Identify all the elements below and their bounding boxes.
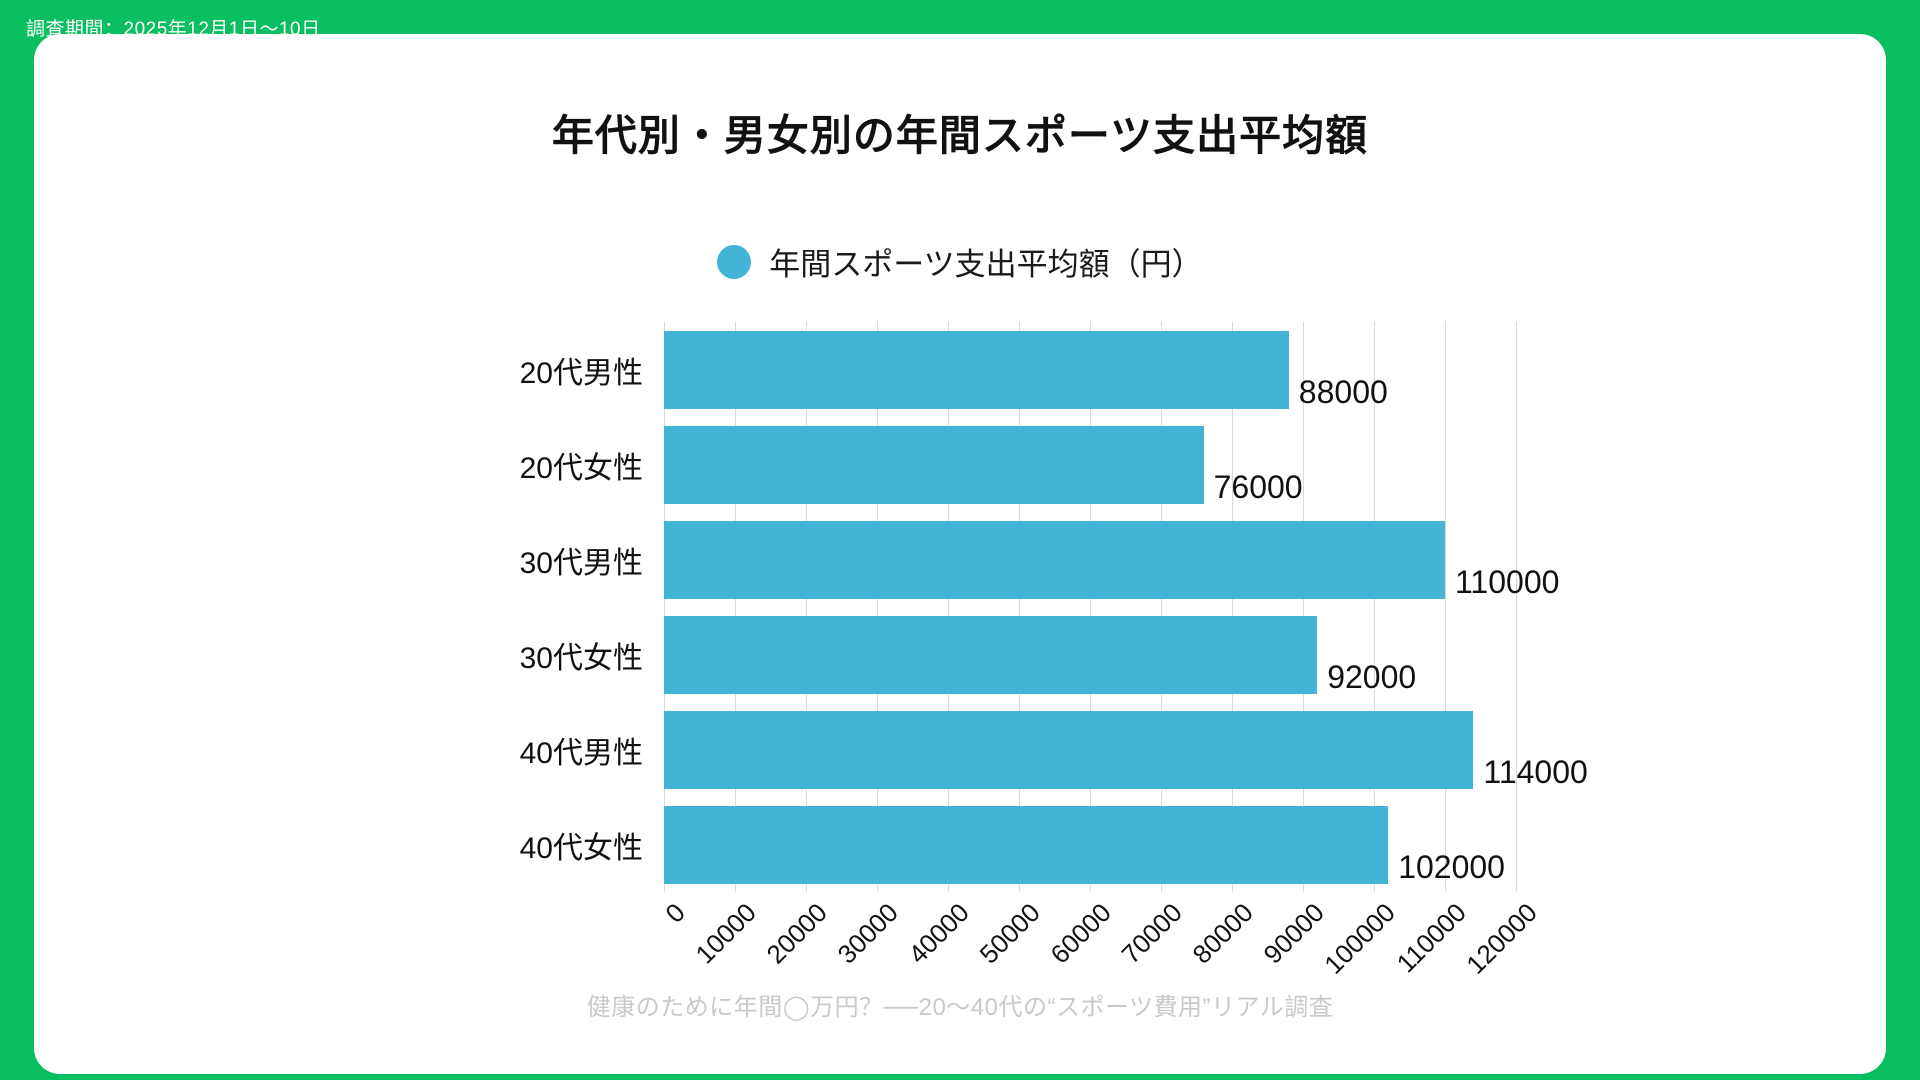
bar[interactable] — [664, 425, 1204, 504]
y-axis-tick: 30代女性 — [519, 641, 643, 675]
bar-value-label: 110000 — [1455, 564, 1560, 600]
bars-plot: 88000 76000 110000 92000 — [664, 322, 1588, 892]
bar[interactable] — [664, 615, 1318, 694]
bar-value-label: 92000 — [1327, 659, 1417, 695]
y-axis-tick: 20代男性 — [519, 356, 643, 390]
bar-row: 102000 — [664, 797, 1516, 892]
footer-note: 健康のために年間◯万円？──20〜40代の“スポーツ費用”リアル調査 — [586, 994, 1334, 1021]
x-axis-tick: 100000 — [1318, 897, 1401, 980]
bar[interactable] — [664, 710, 1474, 789]
bar-row: 110000 — [664, 512, 1559, 607]
y-axis-tick: 40代女性 — [519, 831, 643, 865]
y-axis-category-labels: 20代男性 20代女性 30代男性 30代女性 40代男性 40代女性 — [454, 322, 659, 892]
x-axis-tick: 70000 — [1115, 897, 1188, 970]
x-axis-tick: 0 — [659, 897, 691, 929]
legend-color-circle-icon — [717, 244, 752, 279]
bar-value-label: 76000 — [1213, 469, 1303, 505]
x-axis-tick: 120000 — [1460, 897, 1543, 980]
bar-value-label: 102000 — [1398, 849, 1505, 885]
x-axis-tick: 20000 — [760, 897, 833, 970]
bar[interactable] — [664, 330, 1289, 409]
x-axis-tick: 30000 — [831, 897, 904, 970]
bar[interactable] — [664, 805, 1389, 884]
legend-label: 年間スポーツ支出平均額（円） — [769, 247, 1203, 282]
y-axis-tick: 40代男性 — [519, 736, 643, 770]
x-axis-tick: 50000 — [973, 897, 1046, 970]
survey-period-badge: 調査期間：2025年12月1日〜10日 — [26, 19, 321, 40]
x-axis-tick: 40000 — [902, 897, 975, 970]
bar-row: 88000 — [664, 322, 1516, 417]
plot-area: 20代男性 20代女性 30代男性 30代女性 40代男性 40代女性 8800… — [34, 322, 1886, 980]
bar-row: 114000 — [664, 702, 1588, 797]
bar-row: 76000 — [664, 417, 1516, 512]
chart-title: 年代別・男女別の年間スポーツ支出平均額 — [551, 112, 1369, 159]
y-axis-tick: 30代男性 — [519, 546, 643, 580]
x-axis-tick-labels: 0 10000 20000 30000 40000 50000 60000 70000 8000… — [659, 897, 1542, 1050]
gridline — [1516, 322, 1517, 892]
bar[interactable] — [664, 520, 1445, 599]
bar-value-label: 88000 — [1298, 374, 1388, 410]
y-axis-tick: 20代女性 — [519, 451, 643, 485]
x-axis-tick: 110000 — [1390, 897, 1472, 979]
x-axis-tick: 60000 — [1044, 897, 1117, 970]
x-axis-tick: 10000 — [689, 897, 762, 970]
x-axis-tick: 80000 — [1186, 897, 1259, 970]
bar-row: 92000 — [664, 607, 1516, 702]
bar-value-label: 114000 — [1483, 754, 1588, 790]
bar-series: 88000 76000 110000 92000 — [664, 322, 1588, 892]
chart-legend: 年間スポーツ支出平均額（円） — [34, 239, 1886, 284]
chart-card: 年代別・男女別の年間スポーツ支出平均額 年間スポーツ支出平均額（円） 20代男性… — [34, 34, 1886, 1074]
